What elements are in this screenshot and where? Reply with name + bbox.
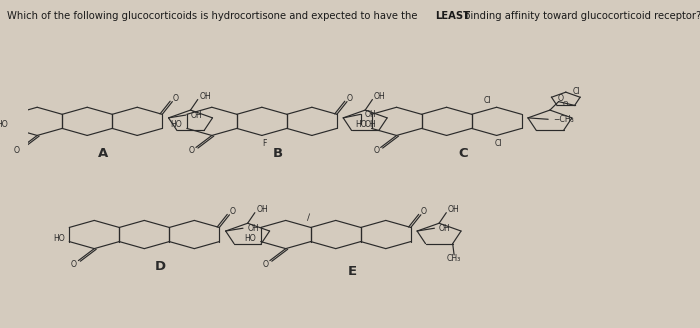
Text: O: O [71,260,77,269]
Text: binding affinity toward glucocorticoid receptor?: binding affinity toward glucocorticoid r… [461,11,700,21]
Text: OH: OH [374,92,386,101]
Text: ∕: ∕ [307,213,310,222]
Text: C: C [458,147,468,160]
Text: O: O [172,93,178,103]
Text: CH₃: CH₃ [447,254,461,263]
Text: OH: OH [448,205,459,214]
Text: O: O [421,207,427,216]
Text: OH: OH [365,110,377,119]
Text: OH: OH [439,224,451,233]
Text: B: B [273,147,284,160]
Text: −CH₃: −CH₃ [554,115,574,124]
Text: Cl: Cl [494,139,502,149]
Text: O: O [14,147,20,155]
Text: O: O [373,147,379,155]
Text: HO: HO [53,234,65,242]
Text: O: O [230,207,235,216]
Text: O: O [188,147,195,155]
Text: Cl: Cl [484,96,491,105]
Text: O: O [262,260,269,269]
Text: F: F [262,139,267,148]
Text: Cl: Cl [573,87,580,96]
Text: OH: OH [190,111,202,119]
Text: HO: HO [0,120,8,129]
Text: A: A [99,147,108,160]
Text: LEAST: LEAST [435,11,470,21]
Text: E: E [347,265,357,278]
Text: D: D [155,260,166,274]
Text: HO: HO [244,234,256,242]
Text: O: O [347,93,353,103]
Text: HO: HO [171,120,183,129]
Text: HO: HO [356,120,368,129]
Text: O: O [562,101,568,107]
Text: OH: OH [247,224,259,233]
Text: O: O [557,93,563,103]
Text: OH: OH [199,92,211,101]
Text: OH: OH [256,205,268,214]
Text: Which of the following glucocorticoids is hydrocortisone and expected to have th: Which of the following glucocorticoids i… [7,11,421,21]
Text: OH: OH [365,120,377,129]
